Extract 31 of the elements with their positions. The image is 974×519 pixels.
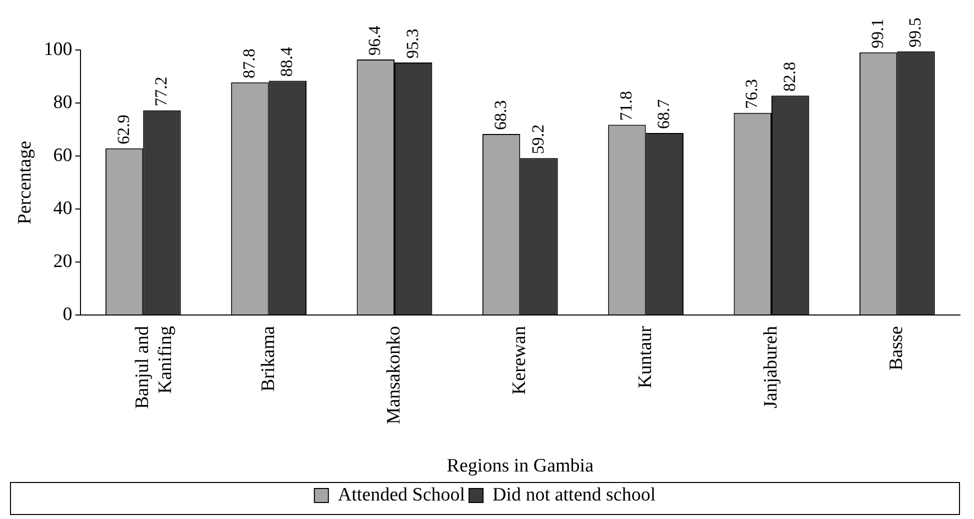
data-label: 68.7 xyxy=(654,98,674,129)
y-tick-label: 0 xyxy=(62,304,72,326)
x-tick-label: Brikama xyxy=(258,325,279,392)
y-tick-label: 40 xyxy=(53,198,72,220)
y-tick-label: 100 xyxy=(44,38,72,60)
y-axis-title: Percentage xyxy=(14,140,36,224)
data-label: 95.3 xyxy=(402,28,422,58)
data-label: 59.2 xyxy=(528,124,548,154)
data-label: 68.3 xyxy=(490,100,510,130)
y-tick-label: 80 xyxy=(53,92,72,113)
data-label: 62.9 xyxy=(114,114,133,144)
data-label: 76.3 xyxy=(742,79,762,109)
x-tick-label: Kerewan xyxy=(509,326,530,395)
data-label: 99.1 xyxy=(868,18,887,48)
y-tick-label: 60 xyxy=(53,145,72,166)
x-tick-label: Kuntaur xyxy=(634,325,656,388)
data-label: 99.5 xyxy=(905,18,924,48)
data-label: 87.8 xyxy=(239,48,258,78)
x-tick-label: Mansakonko xyxy=(383,326,404,424)
data-label: 71.8 xyxy=(616,90,636,121)
data-label: 82.8 xyxy=(780,62,799,92)
data-label: 88.4 xyxy=(277,46,296,77)
x-axis-title: Regions in Gambia xyxy=(446,456,594,477)
data-label: 96.4 xyxy=(365,25,384,56)
legend-label: Did not attend school xyxy=(492,484,656,506)
x-tick-label: Basse xyxy=(886,326,908,370)
y-tick-label: 20 xyxy=(53,251,72,272)
x-tick-label: Janjabureh xyxy=(760,326,782,408)
data-label: 77.2 xyxy=(151,76,170,106)
x-tick-label: Banjul and Kanifing xyxy=(132,326,176,409)
legend-label: Attended School xyxy=(338,484,466,506)
